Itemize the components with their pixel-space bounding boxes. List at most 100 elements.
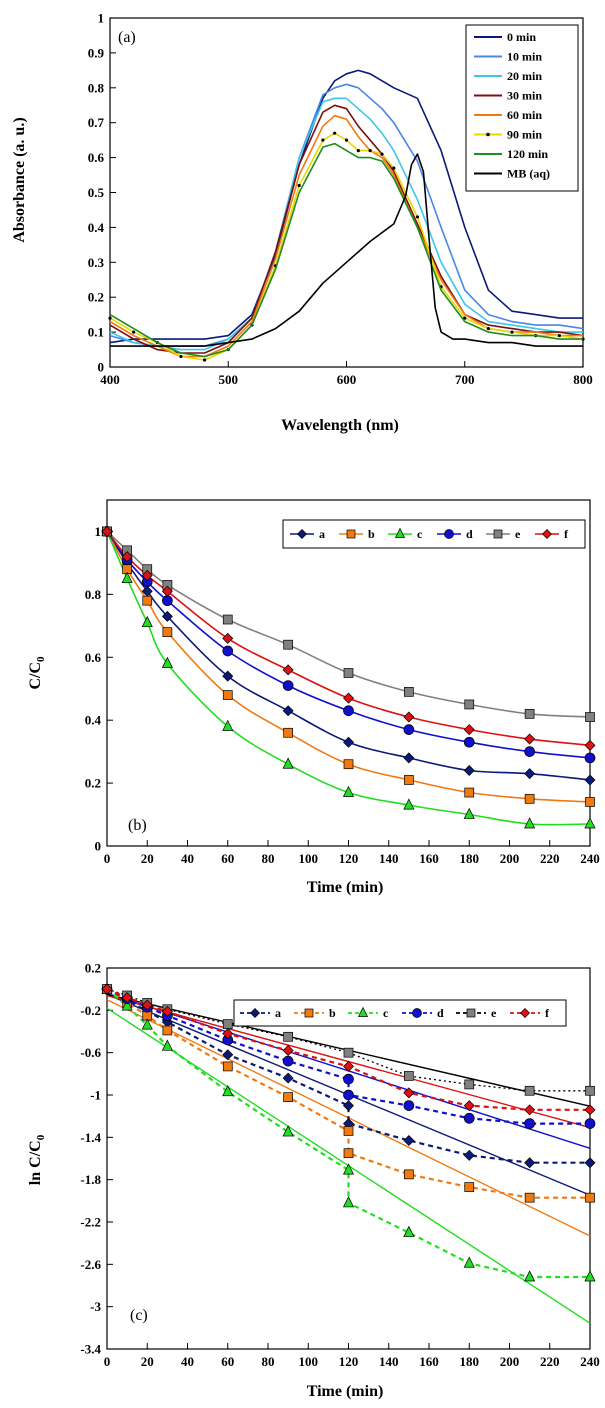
panel-b-concentration-chart: 0 20 40 60 80 100 120 140 160 180 200 220 240 0 0.2 0.… (27, 499, 600, 896)
y-tick-label: -3.4 (80, 1342, 101, 1357)
series-point (415, 215, 420, 219)
data-point-e (222, 614, 233, 625)
x-tick-label: 140 (379, 1354, 399, 1369)
data-point-f (161, 585, 173, 597)
legend-label: d (466, 527, 473, 541)
y-tick-label: 0 (98, 360, 105, 375)
y-tick-label: -1.4 (80, 1130, 101, 1145)
data-point-c (282, 757, 294, 769)
series-point (463, 316, 467, 320)
data-point-c (121, 571, 133, 583)
data-point-b (162, 1025, 173, 1036)
series-line-mb-aq- (110, 153, 583, 347)
legend-label: MB (aq) (507, 167, 550, 181)
y-tick-label: -1 (90, 1088, 101, 1103)
data-point-e (283, 639, 293, 650)
panel-a-y-axis-label: Absorbance (a. u.) (11, 117, 28, 242)
data-point-e (464, 699, 475, 710)
panel-b-legend: a b c d e f (282, 519, 586, 549)
series-dashed-a (106, 988, 590, 1164)
legend-label: 20 min (507, 69, 542, 83)
legend-marker (297, 529, 307, 539)
y-tick-label: 0.2 (88, 290, 104, 305)
data-point-a (222, 1049, 234, 1061)
legend-label: 60 min (507, 108, 542, 122)
series-dashed-e (106, 988, 590, 1092)
x-tick-label: 100 (299, 851, 319, 866)
data-point-d (524, 746, 535, 757)
data-point-f (343, 692, 354, 704)
legend-label: a (319, 527, 325, 541)
y-tick-label: -2.6 (80, 1257, 101, 1272)
x-tick-label: 800 (573, 372, 593, 387)
x-tick-label: 120 (339, 851, 359, 866)
data-point-b (464, 787, 475, 798)
panel-c-series (101, 982, 596, 1324)
panel-c-y-ticks: 0.2 -0.2 -0.6 -1 -1.4 -1.8 -2.2 -2.6 -3 -3.4 (80, 961, 113, 1357)
panel-a-x-ticks: 400 500 600 700 800 (100, 361, 593, 387)
data-point-e (283, 1031, 293, 1042)
data-point-c (342, 785, 355, 797)
series-dashed-b (106, 988, 590, 1199)
legend-label: a (275, 1006, 281, 1020)
series-point (486, 327, 490, 331)
panel-b-x-ticks: 0 20 40 60 80 100 120 140 160 180 200 220 240 (104, 840, 600, 866)
panel-a-x-axis-label: Wavelength (nm) (281, 417, 399, 434)
legend-marker (250, 1008, 260, 1018)
data-point-f (584, 1104, 596, 1116)
data-point-f (463, 724, 475, 736)
legend-marker (444, 529, 454, 539)
legend-label: b (368, 527, 375, 541)
data-point-a (343, 1100, 354, 1112)
data-point-c (161, 1039, 173, 1051)
legend-label: 30 min (507, 89, 542, 103)
data-point-f (101, 525, 113, 537)
x-tick-label: 80 (262, 1354, 275, 1369)
panel-b-x-axis-label: Time (min) (307, 879, 384, 896)
data-point-c (161, 656, 173, 668)
y-tick-label: 0.8 (85, 587, 102, 602)
data-point-c (403, 798, 415, 810)
panel-c-kinetics-chart: 0 20 40 60 80 100 120 140 160 180 200 220 240 0.2 -0.… (27, 961, 600, 1401)
data-point-b (464, 1182, 475, 1192)
series-point (356, 149, 360, 153)
data-point-b (343, 759, 354, 770)
legend-label: 10 min (507, 50, 542, 64)
legend-label: f (564, 527, 569, 541)
data-point-d (162, 595, 173, 607)
series-point (333, 131, 337, 135)
x-tick-label: 180 (460, 851, 480, 866)
y-tick-label: -0.6 (80, 1045, 101, 1060)
x-tick-label: 40 (181, 1354, 194, 1369)
data-point-a (524, 768, 536, 780)
panel-a-legend-box (465, 24, 579, 192)
legend-marker (304, 1008, 314, 1018)
y-tick-label: 0.7 (88, 115, 105, 130)
series-line-20-min (109, 97, 583, 351)
series-point (557, 333, 561, 338)
data-point-c (222, 1085, 234, 1097)
y-tick-label: 0 (95, 839, 102, 854)
y-tick-label: 0.8 (88, 80, 105, 95)
data-point-f (161, 1005, 173, 1017)
legend-marker (357, 1006, 369, 1017)
panel-b-y-axis-label: C/C0 (27, 656, 47, 690)
data-point-e (343, 1047, 354, 1058)
data-point-b (585, 1192, 595, 1203)
data-point-d (403, 724, 415, 735)
panel-c-legend: a b c d e f (233, 999, 567, 1027)
panel-b-y-axis-subscript: 0 (35, 656, 47, 662)
panel-b-series (101, 524, 596, 829)
data-point-e (464, 1079, 475, 1090)
y-tick-label: -1.8 (80, 1172, 101, 1187)
data-point-d (282, 1055, 294, 1067)
data-point-f (141, 569, 153, 581)
y-tick-label: -3 (90, 1299, 101, 1314)
y-tick-label: 0.4 (88, 220, 105, 235)
data-point-f (101, 983, 113, 995)
data-point-e (524, 1085, 535, 1096)
data-point-c (121, 999, 133, 1011)
panel-c-x-ticks: 0 20 40 60 80 100 120 140 160 180 200 220 240 (104, 1343, 600, 1369)
y-tick-label: 0.9 (88, 45, 105, 60)
data-point-b (524, 1192, 535, 1203)
